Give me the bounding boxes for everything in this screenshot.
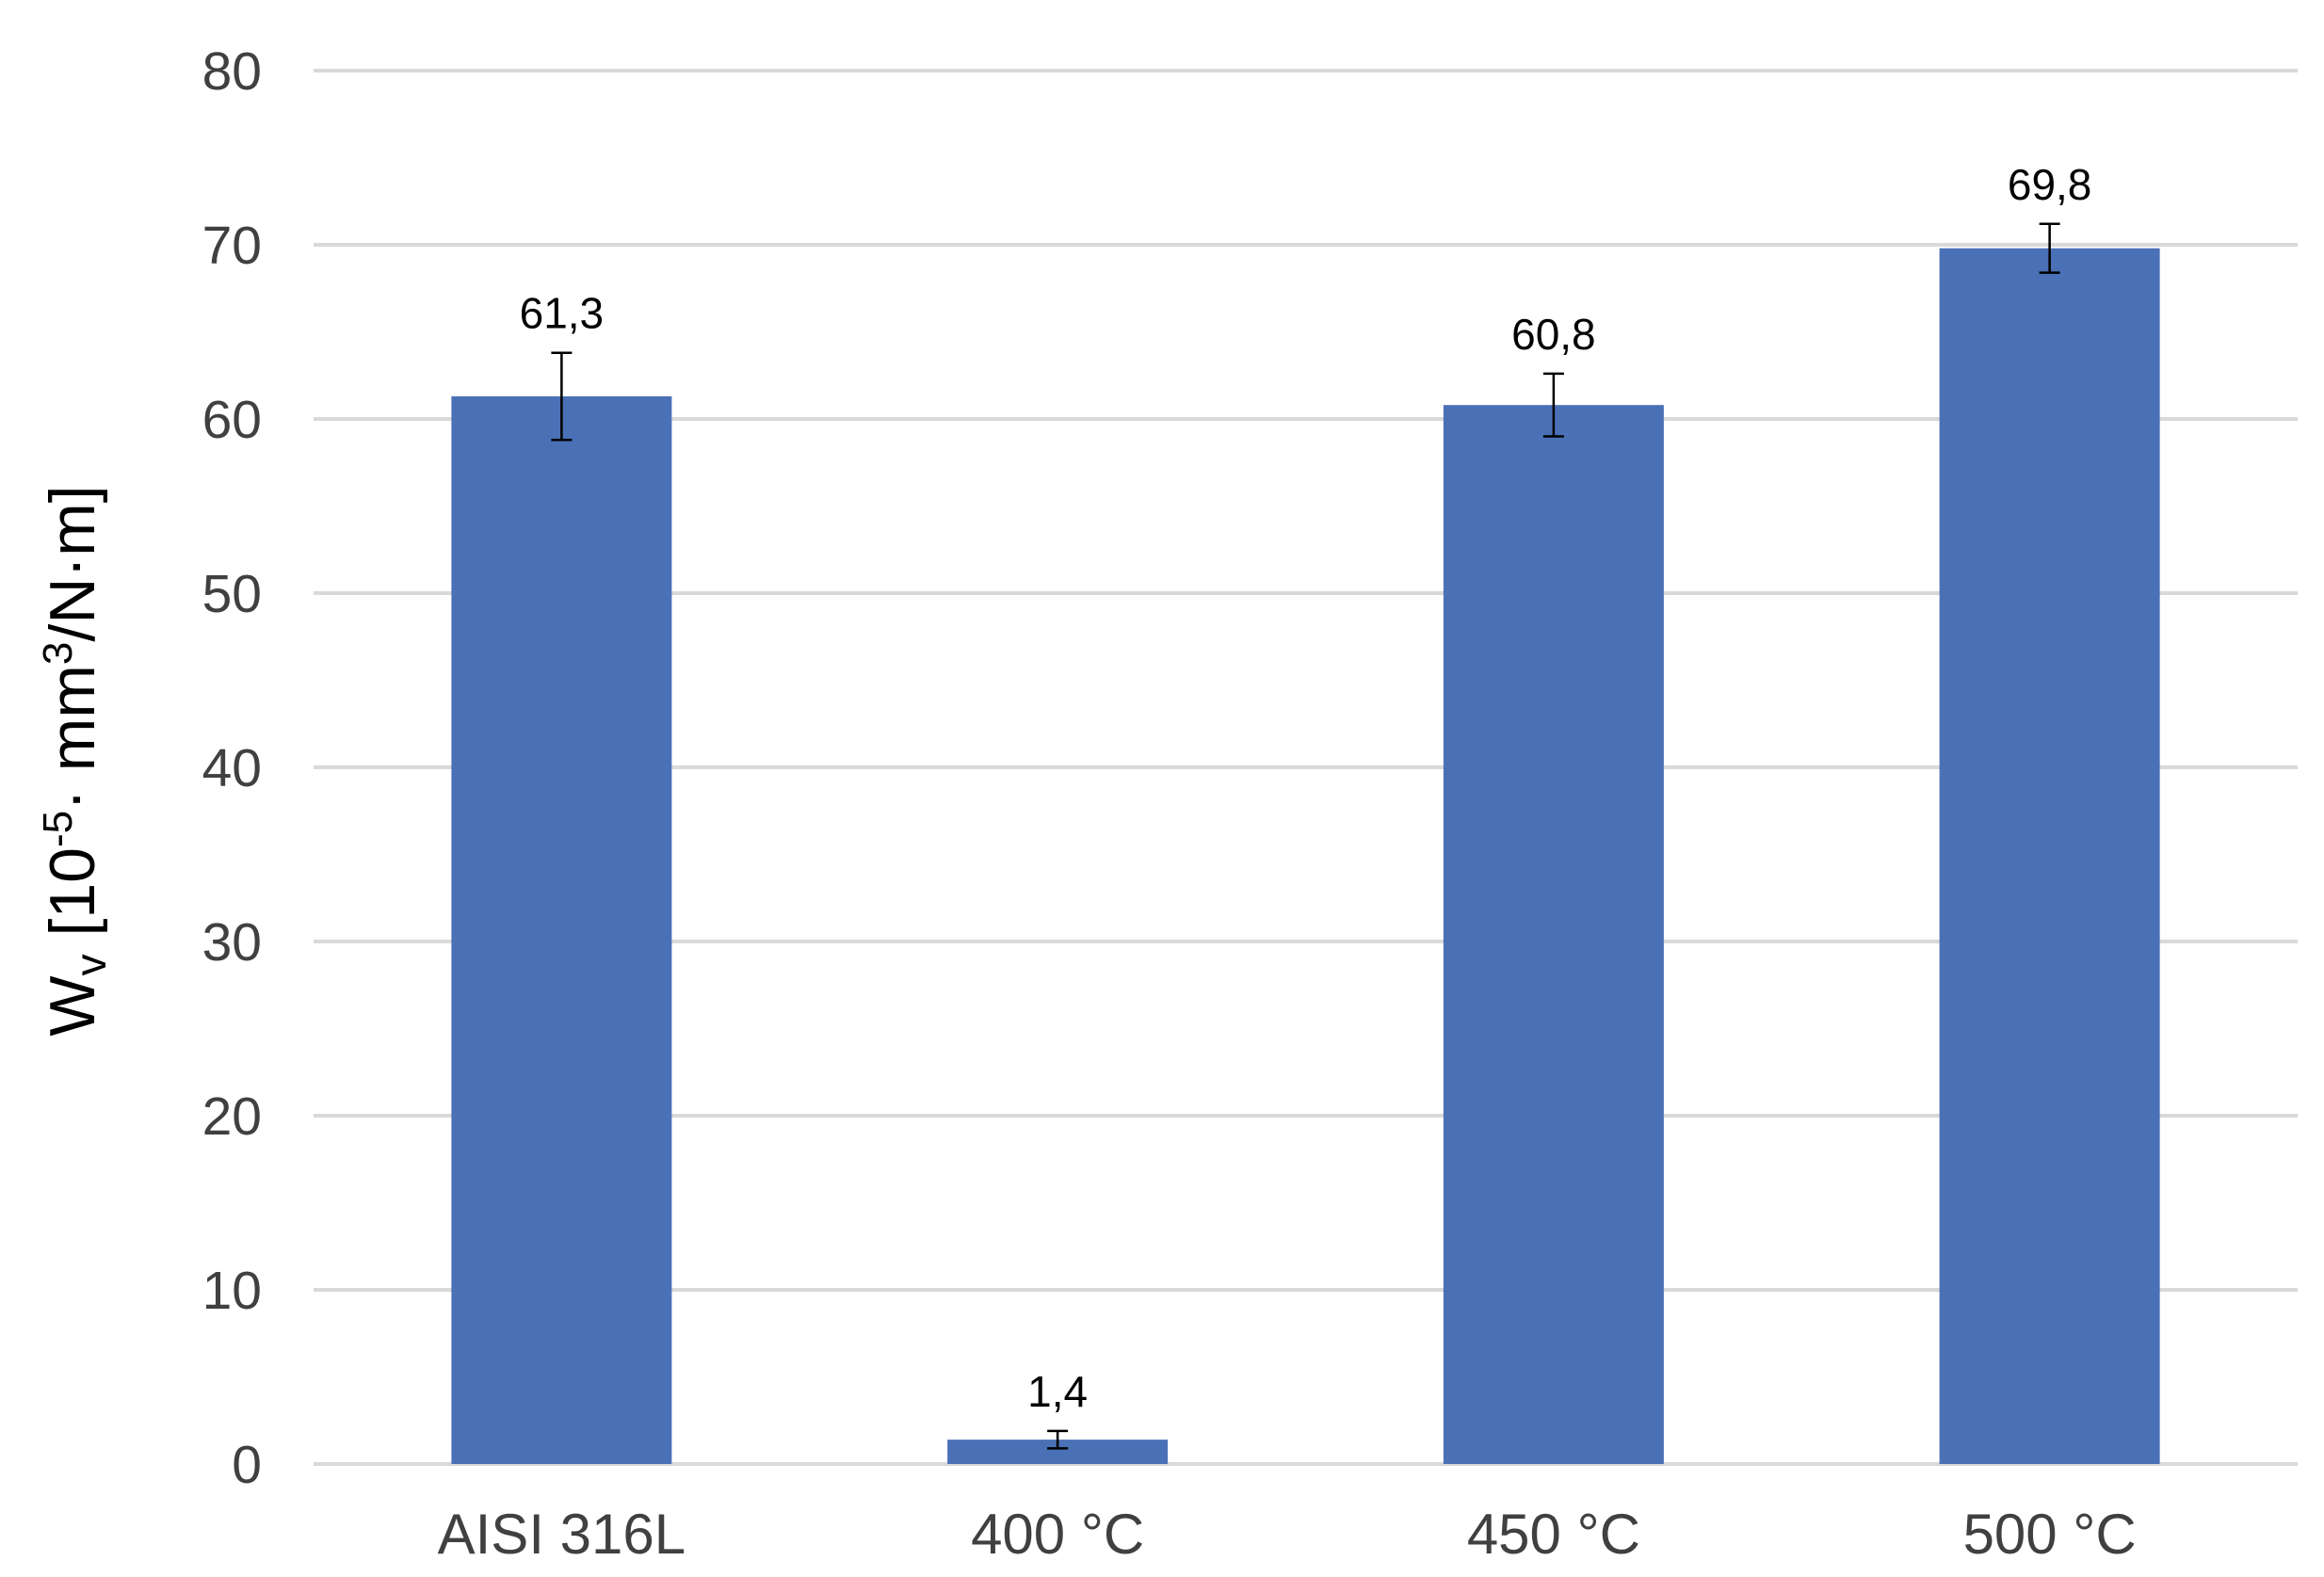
bar [451, 395, 672, 1465]
y-label-middle: · mm [37, 665, 108, 811]
y-label-open: [10 [37, 847, 108, 954]
x-category-label: AISI 316L [438, 1503, 686, 1566]
y-tick-label: 60 [202, 390, 262, 450]
y-tick-label: 70 [202, 216, 262, 276]
data-label: 60,8 [1511, 310, 1596, 359]
y-tick-label: 50 [202, 564, 262, 624]
y-tick-label: 20 [202, 1086, 262, 1147]
y-label-exp2: 3 [35, 642, 81, 665]
data-label: 69,8 [2008, 160, 2092, 209]
y-label-tail: /N·m] [37, 485, 108, 641]
data-label: 61,3 [520, 289, 605, 338]
error-bar [1542, 372, 1564, 438]
error-bar [1047, 1429, 1069, 1450]
y-axis-ticks: 0 10 20 30 40 50 60 70 80 [202, 41, 262, 1495]
error-bars [551, 222, 2060, 1450]
bars [451, 248, 2160, 1465]
x-category-label: 500 °C [1963, 1503, 2137, 1566]
data-labels: 61,3 1,4 60,8 69,8 [520, 160, 2092, 1416]
y-label-main: W [37, 975, 108, 1036]
y-axis-label: Wv [10-5· mm3/N·m] [35, 485, 115, 1036]
y-tick-label: 40 [202, 738, 262, 798]
x-axis-categories: AISI 316L 400 °C 450 °C 500 °C [438, 1503, 2137, 1566]
y-tick-label: 0 [232, 1435, 262, 1495]
y-label-exp: -5 [35, 811, 81, 847]
error-bar [551, 351, 573, 442]
y-tick-label: 30 [202, 912, 262, 973]
data-label: 1,4 [1027, 1367, 1088, 1416]
y-tick-label: 80 [202, 41, 262, 102]
y-tick-label: 10 [202, 1261, 262, 1321]
x-category-label: 400 °C [971, 1503, 1144, 1566]
bar [1939, 248, 2160, 1465]
x-category-label: 450 °C [1467, 1503, 1640, 1566]
error-bar [2039, 222, 2060, 274]
y-label-sub: v [66, 954, 115, 975]
bar [1443, 405, 1664, 1465]
